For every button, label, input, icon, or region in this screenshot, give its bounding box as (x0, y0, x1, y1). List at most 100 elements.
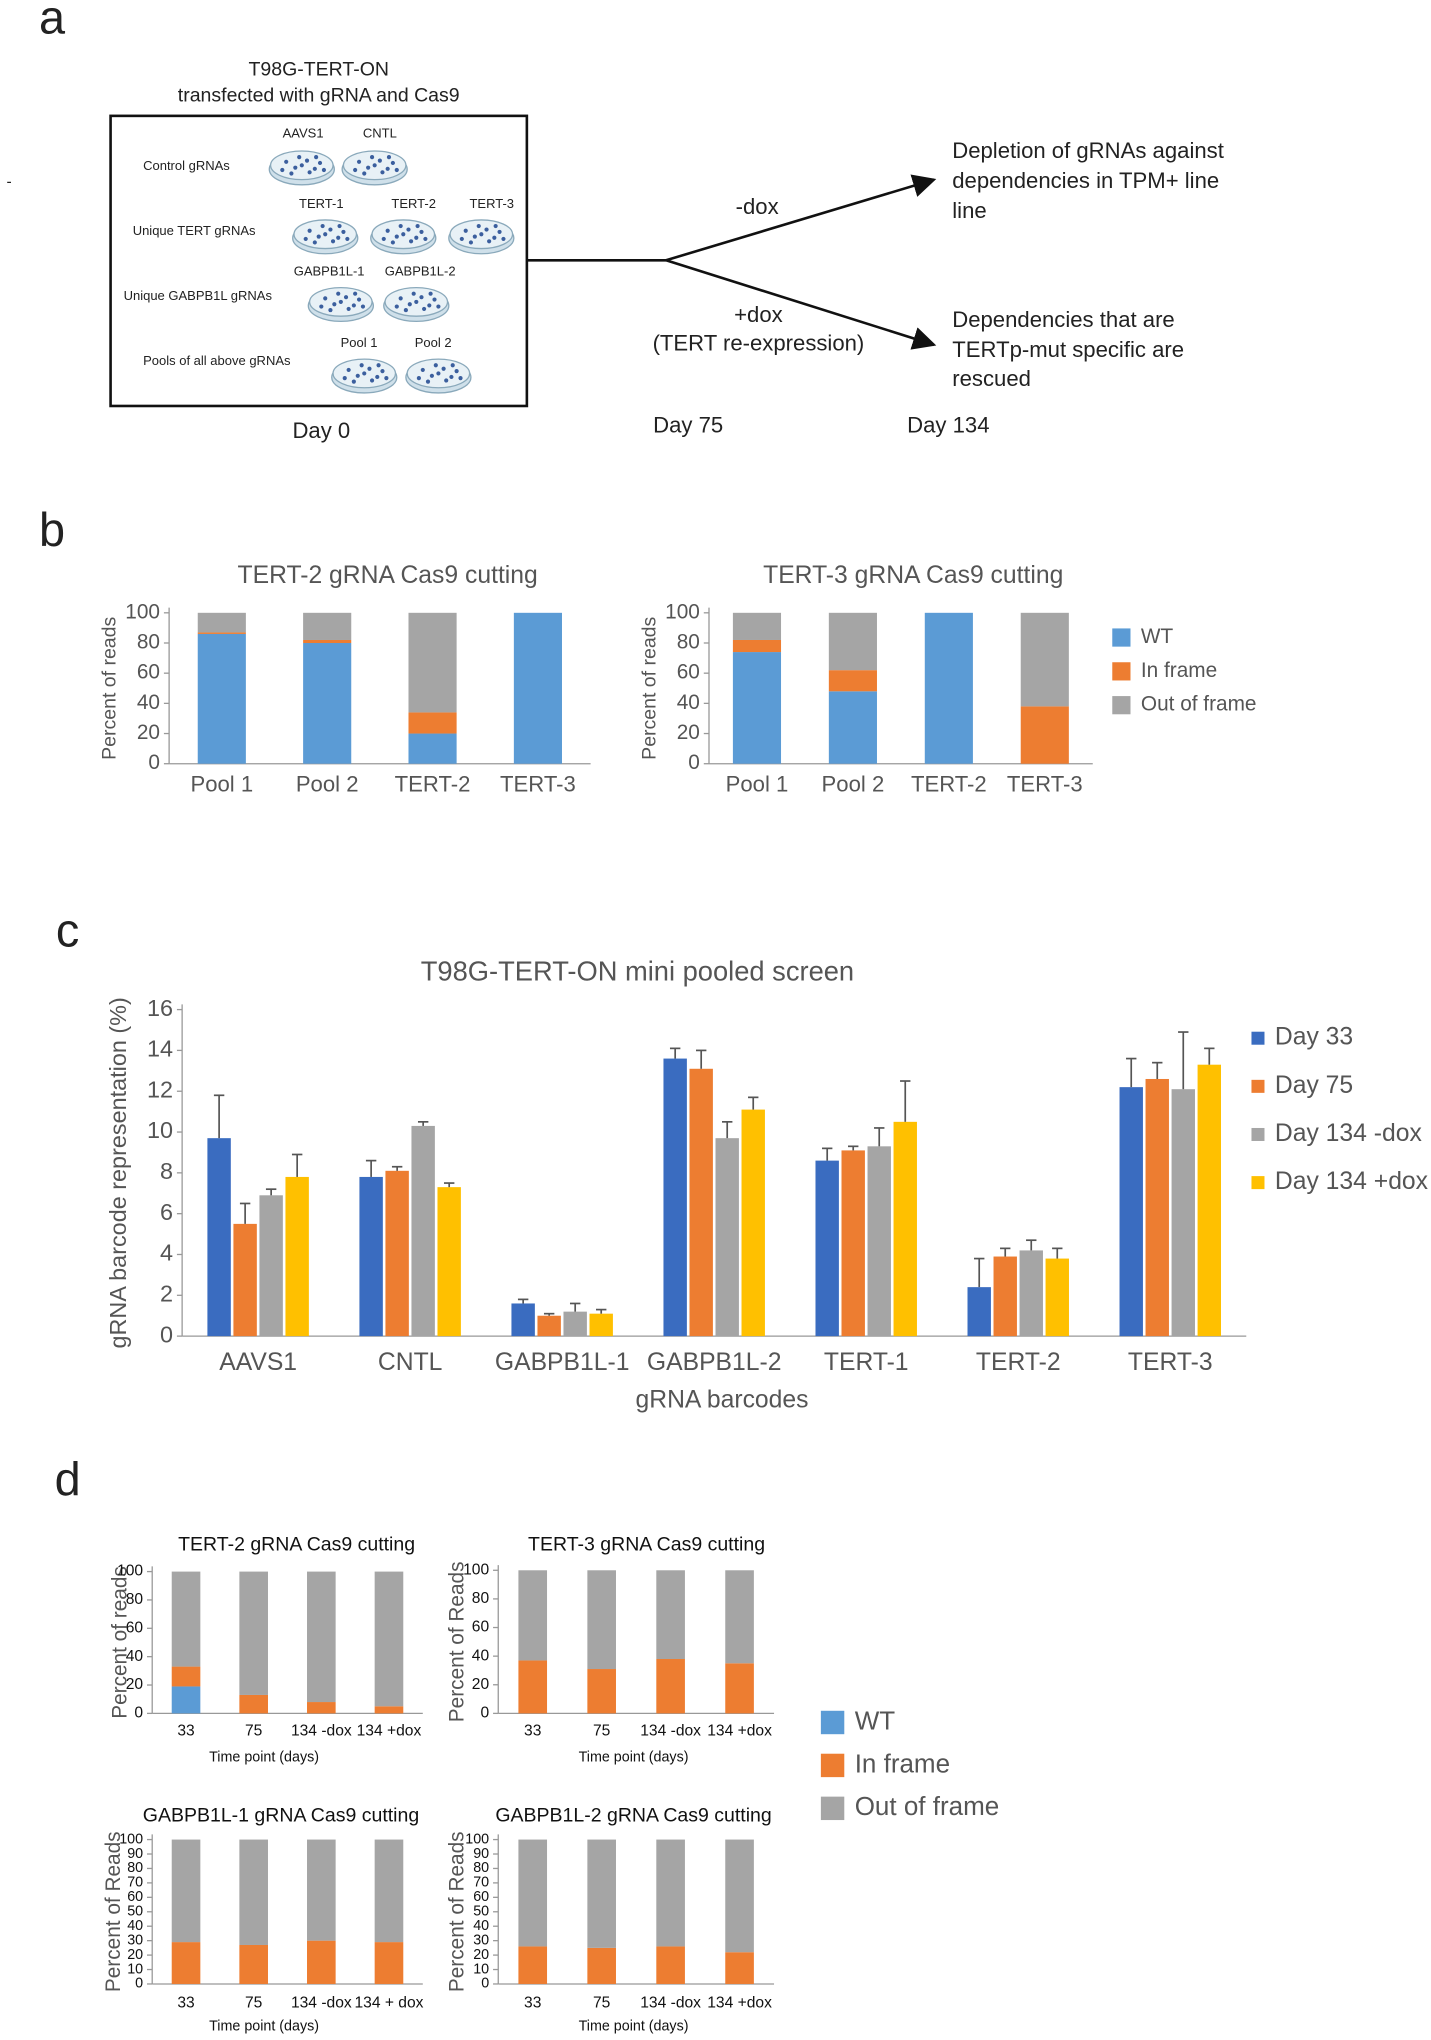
branch-label: (TERT re-expression) (653, 331, 865, 356)
dish-dot (403, 308, 408, 313)
dish-dot (497, 229, 502, 234)
bar-segment (1020, 706, 1069, 764)
outcome: TERTp-mut specific are (952, 337, 1184, 362)
dish-dot (299, 163, 304, 168)
bar-segment (171, 1686, 201, 1714)
legend-swatch (1251, 1031, 1265, 1045)
dish-dot (429, 373, 434, 378)
dish-dot (316, 234, 321, 239)
y-tick-label: 10 (473, 1961, 489, 1977)
dish-dot (328, 227, 333, 232)
y-axis-label: Percent of reads (639, 616, 661, 759)
x-axis-label: Time point (days) (579, 1749, 689, 1765)
dish-dot (312, 166, 317, 171)
bar-segment (239, 1571, 268, 1695)
bar-segment (725, 1570, 754, 1664)
outcome: rescued (952, 366, 1031, 391)
arrow (665, 174, 937, 262)
x-tick-label: 33 (524, 1995, 541, 2012)
y-tick-label: 80 (126, 1591, 144, 1608)
x-tick-label: Pool 1 (726, 772, 789, 797)
bar-segment (303, 612, 352, 640)
dish-dot (332, 302, 337, 307)
bar-segment (239, 1944, 268, 1984)
chart-title: T98G-TERT-ON mini pooled screen (421, 955, 854, 986)
arrow (665, 259, 937, 350)
dish-dot (346, 306, 351, 312)
y-tick-label: 16 (147, 995, 173, 1021)
y-tick-label: 0 (134, 1705, 143, 1722)
dish-dot (351, 379, 356, 384)
y-tick-label: 0 (148, 751, 160, 774)
bar-segment (408, 612, 457, 713)
chart: TERT-3 gRNA Cas9 cutting Percent of reads… (639, 562, 1257, 797)
bar-segment (732, 612, 782, 640)
bar (1019, 1250, 1043, 1337)
box-title: transfected with gRNA and Cas9 (178, 85, 460, 107)
y-tick-label: 4 (160, 1240, 173, 1266)
dish-dot (346, 367, 351, 373)
error-bar (1000, 1247, 1011, 1257)
bar-segment (239, 1839, 268, 1945)
y-axis-label: Percent of reads (108, 1566, 131, 1719)
x-tick-label: GABPB1L-2 (647, 1349, 782, 1376)
dish-dot (336, 235, 341, 240)
error-bar (1026, 1239, 1037, 1251)
chart-title: TERT-2 gRNA Cas9 cutting (238, 562, 538, 589)
error-bar (1204, 1047, 1215, 1065)
bar (233, 1223, 257, 1337)
box-title: T98G-TERT-ON (248, 58, 389, 80)
bar-segment (239, 1694, 268, 1714)
dish-dot (376, 363, 381, 368)
stray-mark: - (7, 173, 12, 190)
bar-segment (408, 712, 457, 734)
dish-dot (377, 158, 382, 163)
x-axis-label: gRNA barcodes (635, 1387, 808, 1414)
y-tick-label: 20 (137, 721, 160, 744)
dish-dot (312, 240, 317, 245)
error-bar (874, 1127, 885, 1147)
y-tick-label: 20 (473, 1947, 489, 1963)
bar (411, 1125, 435, 1337)
dish-dot (280, 167, 285, 173)
bar-segment (408, 733, 457, 764)
dish-label: TERT-1 (299, 196, 344, 211)
y-tick-label: 60 (677, 661, 700, 684)
dish-dot (479, 232, 484, 237)
bar (663, 1058, 687, 1337)
chart-title: GABPB1L-1 gRNA Cas9 cutting (143, 1804, 419, 1826)
dish-dot (398, 296, 403, 301)
bar-segment (307, 1940, 336, 1984)
y-tick-label: 100 (117, 1563, 143, 1580)
dish-dot (355, 373, 360, 378)
dish-dot (337, 223, 342, 229)
dish-dot (341, 229, 346, 234)
bar (815, 1160, 839, 1337)
x-tick-label: 75 (593, 1723, 611, 1740)
dish-dot (320, 223, 325, 229)
bar (841, 1150, 865, 1337)
row-label: Pools of all above gRNAs (143, 353, 291, 368)
y-axis-label: Percent of Reads (445, 1561, 468, 1722)
dish-dot (401, 232, 406, 237)
legend-swatch (820, 1753, 845, 1778)
x-tick-label: 134 -dox (291, 1995, 352, 2012)
dish-dot (427, 303, 432, 308)
bar-segment (1020, 612, 1069, 707)
dish-dot (293, 165, 298, 170)
chart: TERT-2 gRNA Cas9 cutting Percent of reads… (108, 1534, 423, 1765)
dish-dot (317, 160, 323, 166)
bar-segment (307, 1839, 336, 1941)
bar-segment (197, 632, 246, 634)
x-tick-label: 134 + dox (354, 1995, 423, 2012)
error-bar (291, 1153, 303, 1177)
x-tick-label: 134 +dox (707, 1723, 772, 1740)
dish-dot (406, 227, 411, 232)
error-bar (417, 1120, 429, 1126)
y-tick-label: 40 (127, 1918, 143, 1934)
legend-swatch (1251, 1176, 1265, 1190)
row-label: Unique TERT gRNAs (133, 223, 256, 238)
legend-label: Day 134 +dox (1275, 1168, 1429, 1195)
dish-dot (407, 302, 412, 307)
